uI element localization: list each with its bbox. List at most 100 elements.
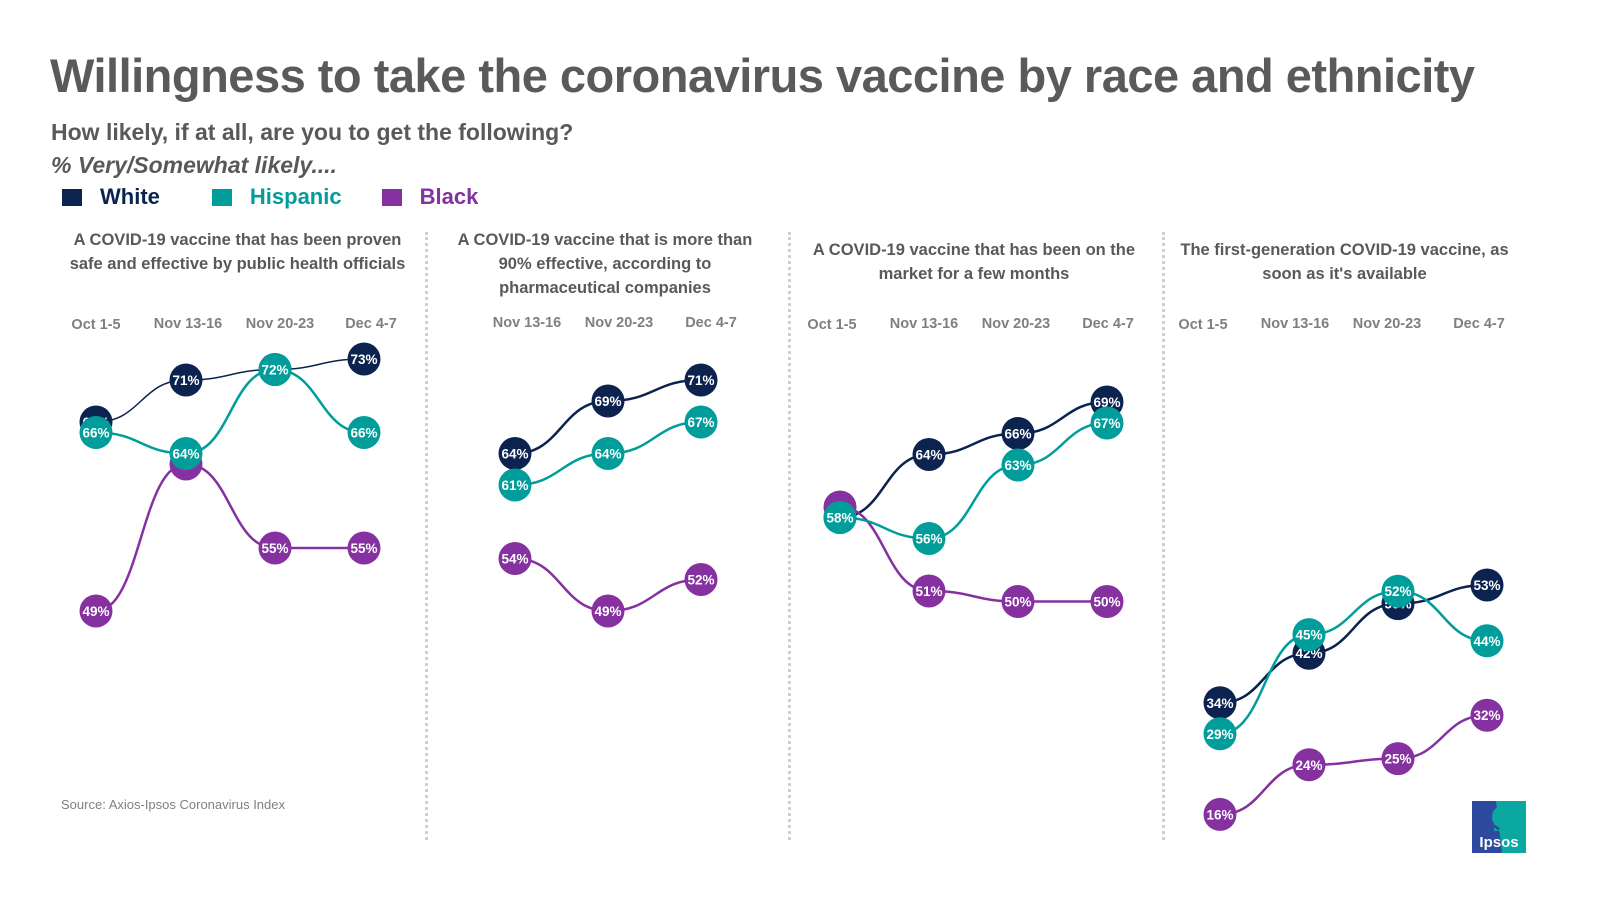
svg-text:42%: 42% bbox=[1295, 646, 1322, 661]
svg-text:61%: 61% bbox=[501, 478, 528, 493]
data-point-white: 64% bbox=[912, 438, 946, 471]
svg-text:69%: 69% bbox=[1093, 395, 1120, 410]
series-line-hispanic bbox=[95, 368, 365, 455]
panel-divider bbox=[1162, 232, 1165, 840]
data-point-hispanic: 29% bbox=[1203, 717, 1237, 751]
panel-1-title: A COVID-19 vaccine that has been proven … bbox=[69, 231, 406, 273]
data-point-black: 24% bbox=[1292, 748, 1326, 782]
data-point-white: 73% bbox=[347, 342, 381, 376]
data-point-black: 50% bbox=[1001, 585, 1035, 618]
svg-text:73%: 73% bbox=[350, 352, 377, 367]
chart-title: Willingness to take the coronavirus vacc… bbox=[50, 49, 1475, 102]
series-line-black bbox=[1219, 713, 1488, 816]
series-line-white bbox=[95, 358, 365, 423]
svg-text:55%: 55% bbox=[350, 541, 377, 556]
data-point-black: 50% bbox=[1090, 585, 1124, 618]
series-line-white bbox=[839, 400, 1108, 519]
data-point-hispanic: 67% bbox=[684, 405, 718, 439]
series-line-white bbox=[1219, 583, 1488, 705]
legend-label-black: Black bbox=[419, 184, 479, 209]
legend-label-white: White bbox=[100, 184, 160, 209]
svg-text:64%: 64% bbox=[594, 447, 621, 462]
legend-label-hispanic: Hispanic bbox=[249, 184, 342, 209]
legend-item-white: White bbox=[62, 184, 160, 210]
data-point-black: 49% bbox=[591, 594, 625, 628]
data-point-hispanic: 44% bbox=[1470, 624, 1504, 658]
svg-text:56%: 56% bbox=[915, 532, 942, 547]
panel-3-tick: Dec 4-7 bbox=[1082, 316, 1134, 332]
legend-swatch-white bbox=[62, 188, 82, 206]
data-point-white: 71% bbox=[684, 363, 718, 397]
data-point-hispanic: 64% bbox=[591, 437, 625, 470]
svg-text:34%: 34% bbox=[1206, 696, 1233, 711]
legend-swatch-hispanic bbox=[211, 188, 232, 206]
series-line-black bbox=[95, 462, 364, 613]
svg-text:24%: 24% bbox=[1295, 758, 1322, 773]
data-point-white: 66% bbox=[1001, 417, 1035, 450]
panel-4-tick: Nov 13-16 bbox=[1260, 316, 1330, 332]
chart-note: % Very/Somewhat likely.... bbox=[51, 152, 337, 178]
panel-1-tick: Nov 13-16 bbox=[153, 316, 223, 332]
data-point-white: 71% bbox=[169, 363, 203, 397]
data-point-hispanic: 66% bbox=[347, 416, 381, 449]
svg-text:64%: 64% bbox=[501, 447, 528, 462]
series-line-hispanic bbox=[839, 421, 1108, 540]
svg-text:49%: 49% bbox=[82, 604, 109, 619]
svg-text:52%: 52% bbox=[1384, 584, 1411, 599]
data-point-hispanic: 45% bbox=[1292, 618, 1326, 652]
panel-3-tick: Nov 13-16 bbox=[889, 316, 959, 332]
svg-text:58%: 58% bbox=[826, 511, 853, 526]
ipsos-logo: Ipsos bbox=[1472, 801, 1526, 853]
data-point-white: 34% bbox=[1203, 686, 1237, 720]
panel-1-tick: Nov 20-23 bbox=[245, 316, 315, 332]
data-point-hispanic: 61% bbox=[498, 468, 532, 502]
legend: White Hispanic Black bbox=[62, 184, 518, 210]
panel-divider bbox=[788, 232, 791, 840]
svg-text:66%: 66% bbox=[82, 426, 109, 441]
svg-text:64%: 64% bbox=[172, 447, 199, 462]
data-point-hispanic: 72% bbox=[258, 353, 292, 386]
svg-text:45%: 45% bbox=[1295, 628, 1322, 643]
svg-text:69%: 69% bbox=[594, 394, 621, 409]
svg-text:71%: 71% bbox=[687, 373, 714, 388]
panel-3-tick: Oct 1-5 bbox=[807, 317, 857, 333]
svg-text:29%: 29% bbox=[1206, 727, 1233, 742]
panel-2-title: A COVID-19 vaccine that is more than 90%… bbox=[457, 231, 753, 297]
panel-1-tick: Dec 4-7 bbox=[345, 316, 397, 332]
panel-divider bbox=[425, 232, 428, 840]
chart-subtitle: How likely, if at all, are you to get th… bbox=[51, 119, 574, 145]
svg-text:71%: 71% bbox=[172, 373, 199, 388]
data-point-hispanic: 52% bbox=[1381, 574, 1415, 608]
data-point-white: 53% bbox=[1470, 568, 1504, 602]
svg-text:50%: 50% bbox=[1093, 595, 1120, 610]
svg-text:50%: 50% bbox=[1004, 595, 1031, 610]
panel-4-tick: Dec 4-7 bbox=[1453, 316, 1505, 332]
svg-text:67%: 67% bbox=[1093, 416, 1120, 431]
svg-text:64%: 64% bbox=[915, 448, 942, 463]
data-point-black: 25% bbox=[1381, 742, 1415, 776]
svg-text:16%: 16% bbox=[1206, 807, 1233, 822]
data-point-black: 32% bbox=[1470, 698, 1504, 732]
svg-text:Ipsos: Ipsos bbox=[1479, 834, 1518, 851]
data-point-black: 54% bbox=[498, 542, 532, 575]
panel-1-tick: Oct 1-5 bbox=[71, 317, 121, 333]
svg-text:53%: 53% bbox=[1473, 578, 1500, 593]
data-point-hispanic: 56% bbox=[912, 522, 946, 555]
panel-2-tick: Dec 4-7 bbox=[685, 315, 737, 331]
panel-4-tick: Nov 20-23 bbox=[1352, 316, 1422, 332]
svg-text:32%: 32% bbox=[1473, 708, 1500, 723]
svg-text:66%: 66% bbox=[350, 426, 377, 441]
svg-text:63%: 63% bbox=[1004, 458, 1031, 473]
data-point-white: 64% bbox=[498, 437, 532, 470]
svg-text:49%: 49% bbox=[594, 604, 621, 619]
data-point-hispanic: 58% bbox=[823, 501, 857, 534]
data-point-white: 69% bbox=[591, 384, 625, 418]
panel-4-tick: Oct 1-5 bbox=[1178, 317, 1228, 333]
data-point-black: 51% bbox=[912, 574, 946, 608]
series-line-black bbox=[839, 505, 1107, 603]
legend-item-black: Black bbox=[381, 184, 479, 210]
data-point-hispanic: 67% bbox=[1090, 406, 1124, 440]
legend-swatch-black bbox=[381, 188, 402, 206]
panel-2-tick: Nov 20-23 bbox=[584, 315, 654, 331]
